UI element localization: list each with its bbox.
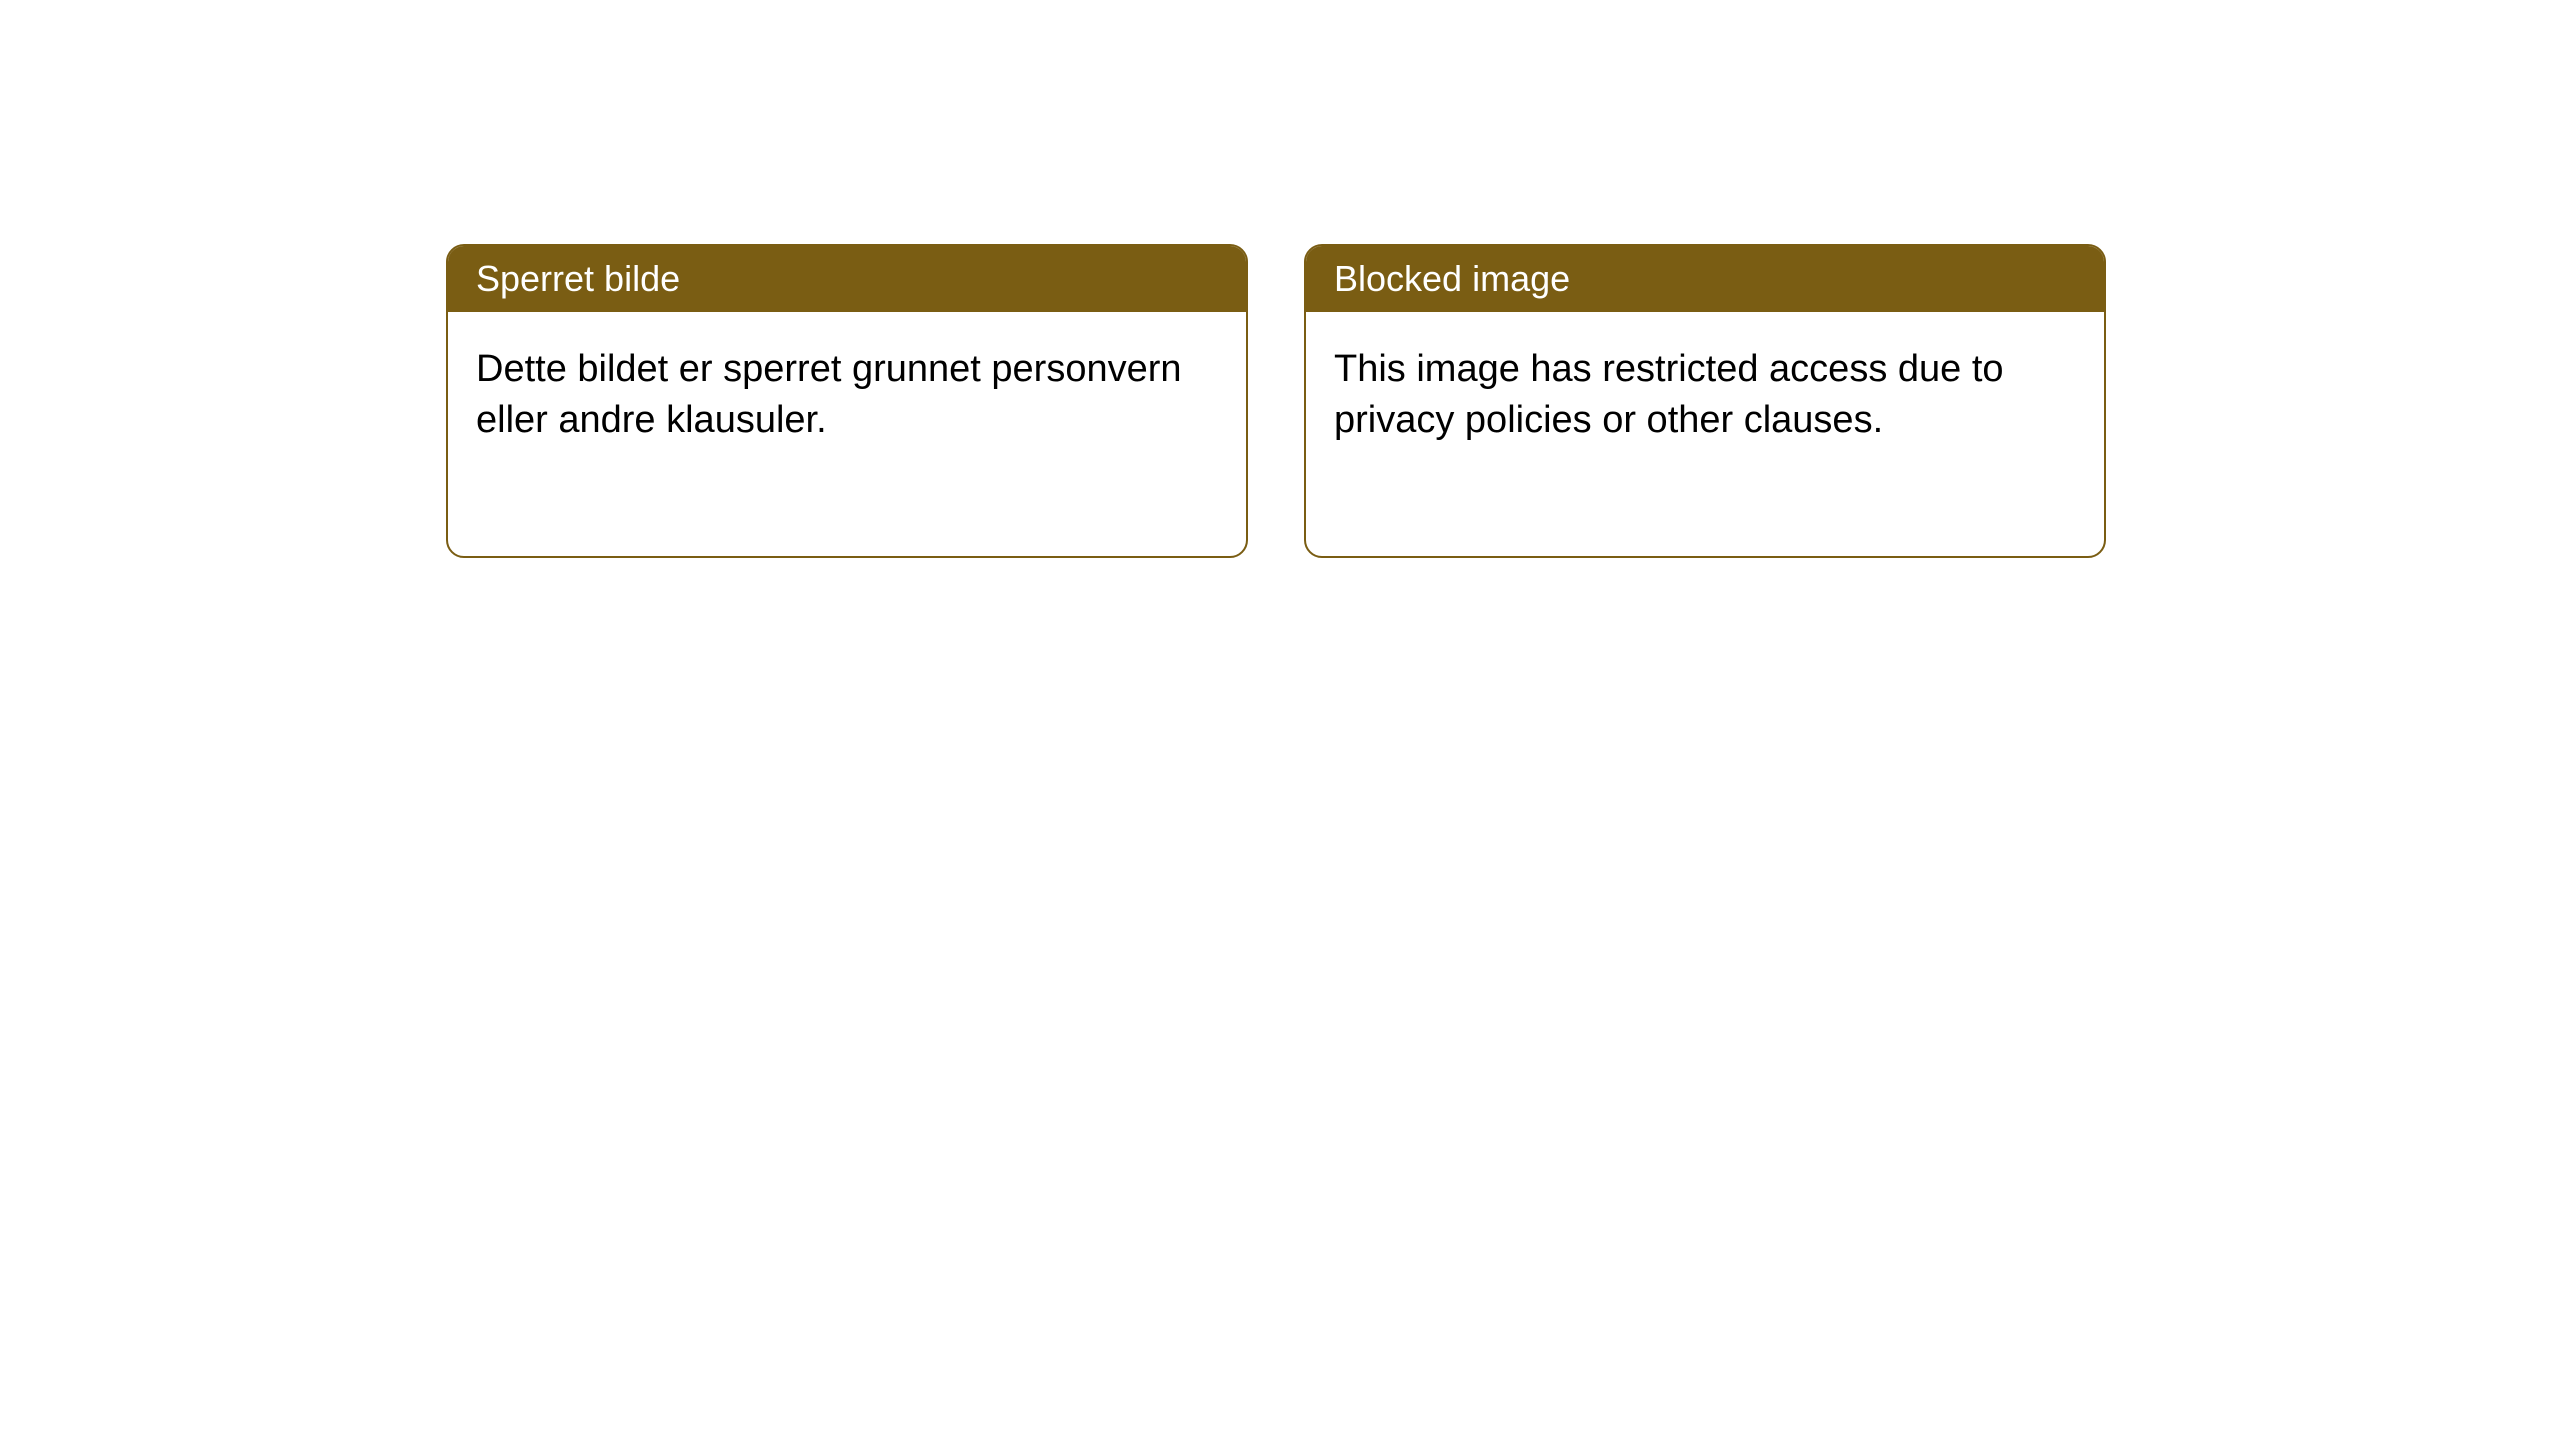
notice-card-english: Blocked image This image has restricted … [1304, 244, 2106, 558]
notice-card-norwegian: Sperret bilde Dette bildet er sperret gr… [446, 244, 1248, 558]
notice-container: Sperret bilde Dette bildet er sperret gr… [446, 244, 2106, 558]
notice-body-norwegian: Dette bildet er sperret grunnet personve… [448, 312, 1246, 556]
notice-title-norwegian: Sperret bilde [448, 246, 1246, 312]
notice-body-english: This image has restricted access due to … [1306, 312, 2104, 556]
notice-title-english: Blocked image [1306, 246, 2104, 312]
